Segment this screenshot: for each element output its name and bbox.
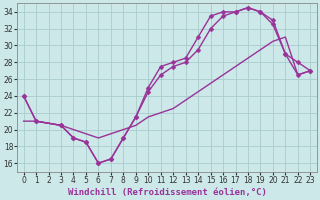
X-axis label: Windchill (Refroidissement éolien,°C): Windchill (Refroidissement éolien,°C) [68,188,266,197]
